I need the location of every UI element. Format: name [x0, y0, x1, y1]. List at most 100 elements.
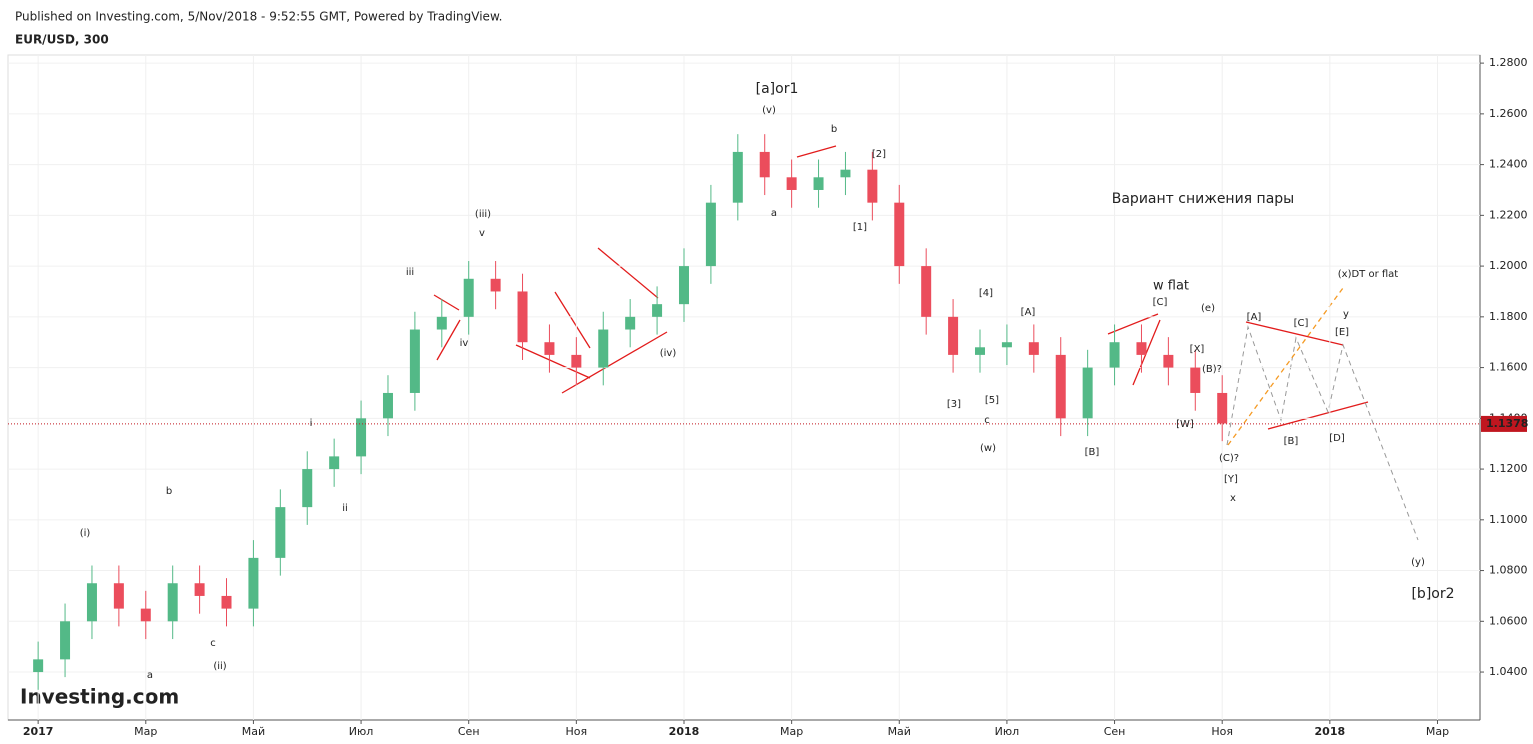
- projection: [1226, 325, 1419, 541]
- candle-body: [705, 202, 716, 267]
- wave-label: c: [210, 638, 216, 649]
- y-tick-label: 1.1600: [1489, 361, 1528, 374]
- candle-body: [894, 202, 905, 267]
- candle-body: [517, 291, 528, 343]
- candle-body: [356, 418, 367, 457]
- plot-frame: [7, 54, 1481, 721]
- wave-label: y: [1343, 309, 1349, 320]
- wave-label: (B)?: [1202, 364, 1222, 375]
- candle-body: [678, 266, 689, 305]
- x-tick-label: 2017: [23, 725, 54, 738]
- wave-label: (e): [1201, 303, 1215, 314]
- wave-label: (w): [980, 443, 996, 454]
- candle-body: [86, 583, 97, 622]
- x-tick-label: Мар: [780, 725, 803, 738]
- published: Published on Investing.com, 5/Nov/2018 -…: [15, 10, 502, 24]
- candle-body: [625, 316, 636, 330]
- y-tick-label: 1.1000: [1489, 513, 1528, 526]
- candle-body: [840, 169, 851, 178]
- wave-label: ii: [342, 503, 348, 514]
- last-price-label: 1.1378: [1486, 417, 1528, 430]
- wave-label: (iii): [475, 209, 491, 220]
- y-tick-label: 1.2600: [1489, 107, 1528, 120]
- candle-body: [598, 329, 609, 368]
- candle-body: [921, 266, 932, 317]
- candle-body: [1217, 392, 1228, 424]
- candle-body: [221, 595, 232, 609]
- wave-label: a: [771, 208, 777, 219]
- x-tick-label: Ноя: [566, 725, 588, 738]
- x-tick-label: Май: [888, 725, 911, 738]
- wave-label: a: [147, 670, 153, 681]
- wave-label: x: [1230, 493, 1236, 504]
- wave-label: [D]: [1329, 433, 1345, 444]
- wave-label: [W]: [1176, 419, 1194, 430]
- x-tick-label: Сен: [458, 725, 480, 738]
- wave-label: [X]: [1190, 344, 1205, 355]
- y-tick-label: 1.2000: [1489, 259, 1528, 272]
- candle-body: [652, 304, 663, 317]
- wave-label: (v): [762, 105, 776, 116]
- candle-body: [60, 621, 71, 660]
- wave-label: (i): [80, 528, 91, 539]
- candle-body: [1055, 354, 1066, 419]
- candle-body: [382, 392, 393, 419]
- candle-body: [1136, 342, 1147, 355]
- candle-body: [194, 583, 205, 596]
- candle-body: [140, 608, 151, 622]
- candle-body: [786, 177, 797, 190]
- candle-body: [975, 347, 986, 355]
- candle-body: [813, 177, 824, 190]
- wave-label: Вариант снижения пары: [1112, 191, 1294, 207]
- y-tick-label: 1.0800: [1489, 564, 1528, 577]
- candle-body: [1001, 342, 1012, 348]
- x-tick-label: Сен: [1104, 725, 1126, 738]
- candle-body: [33, 659, 44, 673]
- candle-body: [948, 316, 959, 355]
- wave-label: [2]: [872, 149, 886, 160]
- y-tick-label: 1.2200: [1489, 208, 1528, 221]
- wave-label: b: [831, 124, 837, 135]
- wave-label: [b]or2: [1411, 586, 1454, 602]
- y-tick-label: 1.1200: [1489, 462, 1528, 475]
- wave-label: [1]: [853, 222, 867, 233]
- y-tick-label: 1.1800: [1489, 310, 1528, 323]
- wave-label: [5]: [985, 395, 999, 406]
- wave-label: (iv): [660, 348, 677, 359]
- x-tick-label: 2018: [669, 725, 700, 738]
- wave-label: [C]: [1153, 297, 1168, 308]
- x-tick-label: Ноя: [1211, 725, 1233, 738]
- candle-body: [1109, 342, 1120, 368]
- x-tick-label: 2018: [1315, 725, 1346, 738]
- candle-body: [1028, 342, 1039, 355]
- y-tick-label: 1.2800: [1489, 56, 1528, 69]
- candle-body: [544, 342, 555, 355]
- x-tick-label: Май: [242, 725, 265, 738]
- wave-label: (y): [1411, 557, 1425, 568]
- y-tick-label: 1.0400: [1489, 665, 1528, 678]
- candle-body: [463, 278, 474, 317]
- wave-label: v: [479, 228, 485, 239]
- x-tick-label: Июл: [995, 725, 1020, 738]
- wave-label: [4]: [979, 288, 993, 299]
- wave-label: [a]or1: [756, 81, 799, 97]
- candle-body: [1163, 354, 1174, 368]
- wave-label: [E]: [1335, 327, 1349, 338]
- wave-label: [C]: [1294, 318, 1309, 329]
- wave-label: i: [310, 418, 313, 429]
- candle-body: [759, 151, 770, 178]
- candle-body: [409, 329, 420, 393]
- candle-body: [302, 469, 313, 508]
- wave-label: [B]: [1085, 447, 1100, 458]
- candle-body: [436, 316, 447, 330]
- wave-label: [A]: [1247, 312, 1262, 323]
- wave-label: [Y]: [1224, 474, 1238, 485]
- candle-body: [867, 169, 878, 203]
- wave-label: b: [166, 486, 172, 497]
- symbol: EUR/USD, 300: [15, 33, 109, 47]
- wave-label: (ii): [213, 661, 226, 672]
- wave-label: iii: [406, 267, 414, 278]
- logo: Investing.com: [20, 685, 179, 709]
- projection-alt: [1227, 287, 1344, 446]
- wave-label: w flat: [1153, 279, 1189, 294]
